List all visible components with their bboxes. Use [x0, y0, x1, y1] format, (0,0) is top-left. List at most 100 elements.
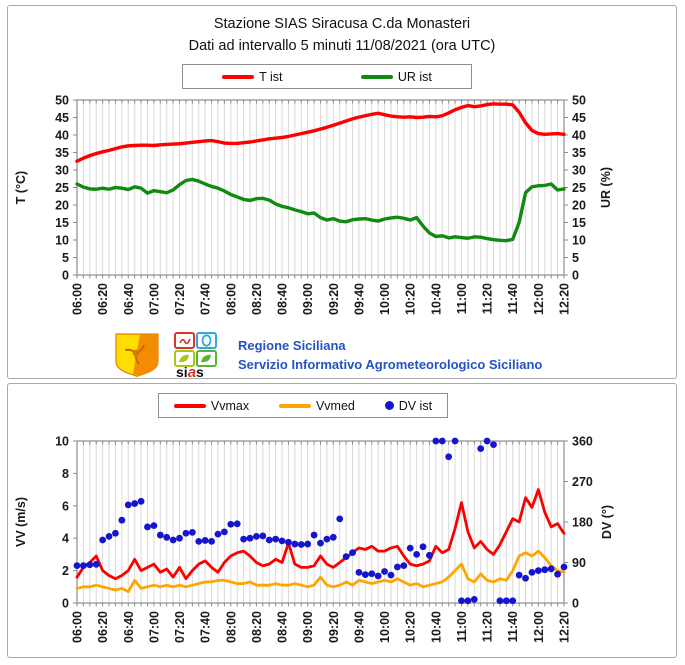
vvmed-line-swatch — [278, 403, 311, 408]
svg-text:45: 45 — [55, 111, 69, 125]
svg-text:0: 0 — [62, 269, 69, 283]
svg-text:10:00: 10:00 — [378, 283, 392, 315]
svg-text:45: 45 — [572, 111, 586, 125]
sias-logo-tiles: sias — [174, 332, 217, 381]
svg-text:90: 90 — [572, 556, 586, 570]
svg-text:20: 20 — [572, 199, 586, 213]
svg-text:07:40: 07:40 — [199, 283, 213, 315]
svg-text:25: 25 — [572, 181, 586, 195]
svg-text:40: 40 — [572, 129, 586, 143]
svg-text:08:00: 08:00 — [224, 283, 238, 315]
svg-text:12:20: 12:20 — [558, 283, 572, 315]
svg-text:UR (%): UR (%) — [599, 167, 613, 208]
svg-text:20: 20 — [55, 199, 69, 213]
svg-text:07:20: 07:20 — [173, 283, 187, 315]
chart-subtitle: Dati ad intervallo 5 minuti 11/08/2021 (… — [188, 38, 496, 54]
svg-text:50: 50 — [572, 94, 586, 108]
wind-chart: 0 2 4 6 8 10 0 90 180 270 360 06:00 06:20 06:40 07:00 0… — [14, 435, 614, 643]
svg-text:10:00: 10:00 — [378, 611, 392, 643]
svg-text:09:00: 09:00 — [301, 611, 315, 643]
svg-text:15: 15 — [55, 216, 69, 230]
svg-text:11:40: 11:40 — [506, 611, 520, 642]
svg-text:10:20: 10:20 — [404, 283, 418, 315]
svg-text:25: 25 — [55, 181, 69, 195]
svg-text:11:20: 11:20 — [481, 283, 495, 314]
svg-text:11:40: 11:40 — [506, 283, 520, 314]
svg-text:0: 0 — [62, 597, 69, 611]
svg-text:06:20: 06:20 — [96, 283, 110, 315]
ur-ist-line-swatch — [360, 74, 393, 79]
svg-text:0: 0 — [572, 269, 579, 283]
regione-siciliana-logo — [115, 333, 159, 377]
legend-entry-ur-ist: UR ist — [360, 69, 432, 84]
svg-text:0: 0 — [572, 597, 579, 611]
svg-text:10:40: 10:40 — [429, 611, 443, 643]
legend-entry-vvmax: Vvmax — [173, 398, 250, 413]
sias-wordmark: sias — [176, 364, 204, 378]
svg-text:10: 10 — [55, 234, 69, 248]
svg-text:30: 30 — [572, 164, 586, 178]
svg-text:06:40: 06:40 — [122, 611, 136, 643]
svg-text:08:20: 08:20 — [250, 611, 264, 643]
svg-text:08:40: 08:40 — [276, 283, 290, 315]
vvmax-label: Vvmax — [210, 398, 250, 413]
svg-text:09:40: 09:40 — [352, 283, 366, 315]
branding-row: sias Regione Siciliana Servizio Informat… — [112, 332, 542, 381]
sias-logo: sias — [173, 332, 219, 381]
svg-text:270: 270 — [572, 475, 593, 489]
temperature-humidity-panel: Stazione SIAS Siracusa C.da Monasteri Da… — [7, 5, 677, 381]
svg-text:08:00: 08:00 — [224, 611, 238, 643]
svg-text:40: 40 — [55, 129, 69, 143]
svg-text:10: 10 — [55, 435, 69, 449]
branding-line2: Servizio Informativo Agrometeorologico S… — [238, 357, 543, 372]
svg-text:06:20: 06:20 — [96, 611, 110, 643]
svg-text:T (°C): T (°C) — [14, 171, 28, 204]
dv-ist-label: DV ist — [398, 398, 433, 413]
t-ist-line-swatch — [222, 74, 255, 79]
svg-text:07:20: 07:20 — [173, 611, 187, 643]
svg-text:360: 360 — [572, 435, 593, 449]
svg-text:07:00: 07:00 — [147, 283, 161, 315]
legend-entry-dv-ist: DV ist — [384, 398, 433, 413]
svg-text:06:00: 06:00 — [71, 611, 85, 643]
svg-text:10: 10 — [572, 234, 586, 248]
vvmed-label: Vvmed — [315, 398, 355, 413]
ur-ist-label: UR ist — [397, 69, 432, 84]
legend-temperature-humidity: T ist UR ist — [182, 64, 472, 89]
svg-text:50: 50 — [55, 94, 69, 108]
branding-line1: Regione Siciliana — [238, 338, 346, 353]
svg-text:09:00: 09:00 — [301, 283, 315, 315]
svg-text:10:40: 10:40 — [429, 283, 443, 315]
svg-text:10:20: 10:20 — [404, 611, 418, 643]
temperature-humidity-chart: 0 5 10 15 20 25 30 35 40 45 50 0 5 10 15 20 25 30 35 40 45 50… — [14, 94, 613, 315]
svg-text:06:40: 06:40 — [122, 283, 136, 315]
svg-text:5: 5 — [572, 251, 579, 265]
chart-title: Stazione SIAS Siracusa C.da Monasteri — [213, 16, 471, 32]
svg-text:VV (m/s): VV (m/s) — [14, 497, 28, 547]
svg-text:07:40: 07:40 — [199, 611, 213, 643]
vvmax-line-swatch — [173, 403, 206, 408]
branding-text: Regione Siciliana Servizio Informativo A… — [238, 336, 542, 374]
svg-text:11:20: 11:20 — [481, 611, 495, 642]
t-ist-label: T ist — [259, 69, 283, 84]
svg-text:2: 2 — [62, 564, 69, 578]
legend-entry-vvmed: Vvmed — [278, 398, 355, 413]
svg-text:09:40: 09:40 — [352, 611, 366, 643]
svg-text:4: 4 — [62, 532, 69, 546]
svg-text:6: 6 — [62, 499, 69, 513]
svg-text:07:00: 07:00 — [147, 611, 161, 643]
svg-text:12:00: 12:00 — [532, 611, 546, 643]
svg-text:12:00: 12:00 — [532, 283, 546, 315]
svg-text:8: 8 — [62, 467, 69, 481]
svg-text:35: 35 — [55, 146, 69, 160]
svg-text:180: 180 — [572, 516, 593, 530]
svg-text:11:00: 11:00 — [455, 283, 469, 314]
svg-text:5: 5 — [62, 251, 69, 265]
legend-wind: Vvmax Vvmed DV ist — [158, 393, 448, 418]
svg-text:09:20: 09:20 — [327, 611, 341, 643]
svg-text:11:00: 11:00 — [455, 611, 469, 642]
wind-panel: Vvmax Vvmed DV ist 0 2 4 6 8 10 0 90 180 270 360 06… — [7, 383, 677, 658]
svg-text:12:20: 12:20 — [558, 611, 572, 643]
dv-ist-dot-swatch — [384, 401, 394, 410]
